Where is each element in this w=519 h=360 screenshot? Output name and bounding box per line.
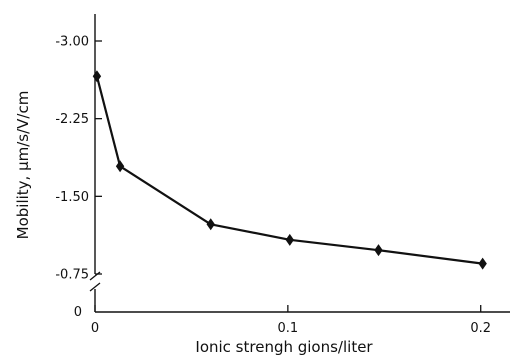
data-point-marker [374,244,383,257]
y-tick-label: -1.50 [55,190,89,205]
data-point-marker [115,160,125,173]
x-tick-label: 0 [91,321,99,336]
y-ticks: -0.75 -1.50 -2.25 -3.00 [55,35,102,283]
axes: 0 [74,14,510,320]
x-ticks: 0 0.1 0.2 [91,305,491,336]
x-axis-title: Ionic strengh gions/liter [195,338,373,356]
data-point-marker [285,233,294,246]
x-tick-label: 0.1 [278,321,299,336]
y-tick-label: -3.00 [55,35,89,50]
y-tick-label: -0.75 [55,268,89,283]
series-line [95,75,483,265]
series [92,70,487,270]
axis-break [89,271,101,292]
data-point-marker [478,257,487,270]
data-point-marker [206,218,215,231]
data-point-marker [92,70,102,83]
x-tick-label: 0.2 [470,321,491,336]
y-axis-title: Mobility, μm/s/V/cm [14,91,32,240]
y-tick-label: -2.25 [55,112,89,127]
y-origin-label: 0 [74,305,82,320]
